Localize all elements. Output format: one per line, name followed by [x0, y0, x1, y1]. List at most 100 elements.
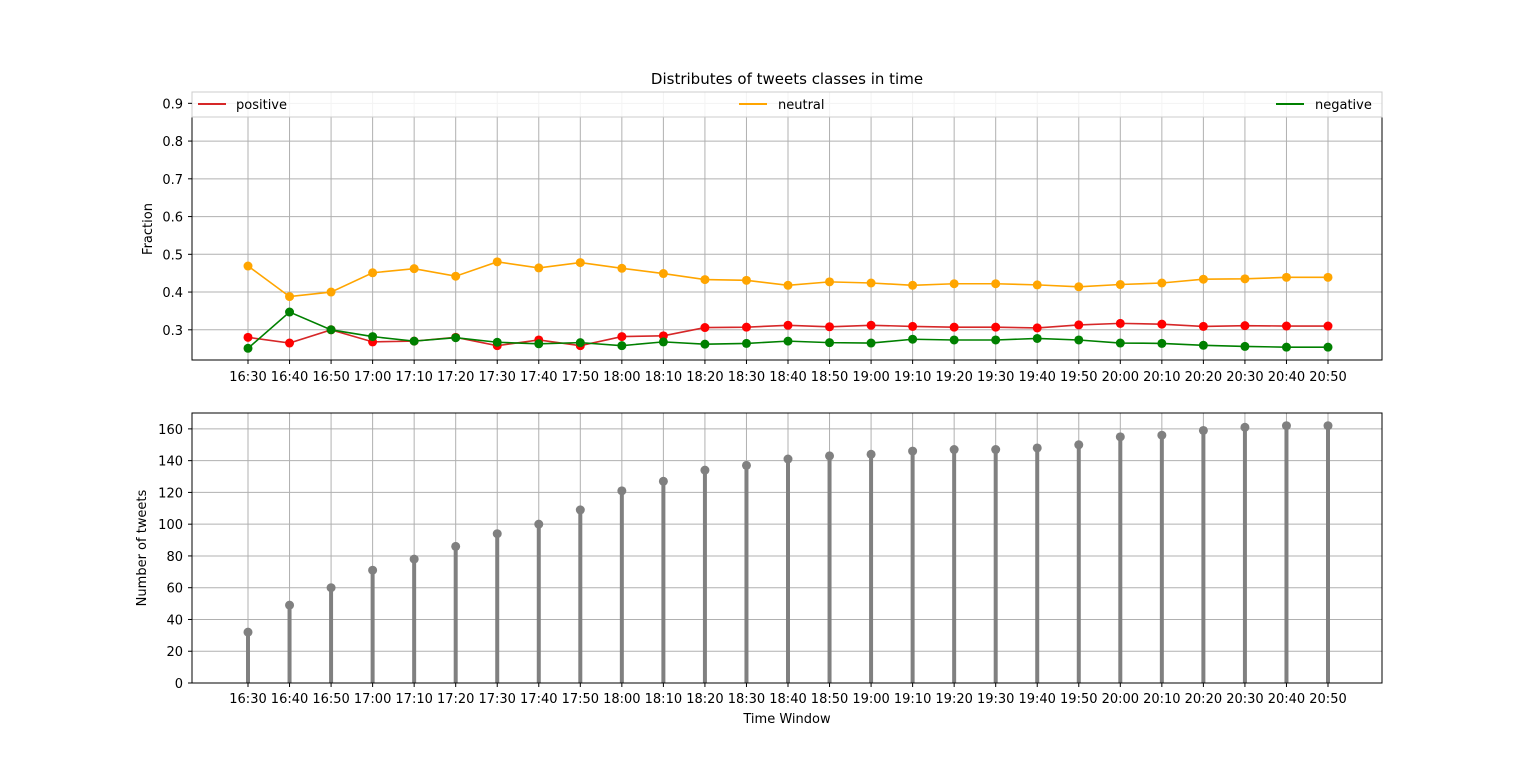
top-x-tick-label: 19:40: [1018, 370, 1055, 385]
legend-box: [191, 91, 1383, 118]
data-point-neutral: [949, 279, 959, 289]
top-y-ticks: 0.3 0.4 0.5 0.6 0.7 0.8 0.9: [162, 97, 192, 339]
top-x-tick-label: 17:50: [562, 370, 599, 385]
bottom-x-tick-label: 18:50: [811, 692, 848, 707]
data-point-negative: [783, 336, 793, 346]
data-point-negative: [451, 333, 461, 343]
count-bar: [536, 524, 541, 683]
data-point-positive: [1074, 320, 1084, 330]
data-point-neutral: [783, 280, 793, 290]
legend-label-neutral: neutral: [778, 98, 825, 113]
count-marker: [658, 476, 668, 486]
data-point-negative: [1032, 333, 1042, 343]
top-x-tick-label: 18:10: [645, 370, 682, 385]
data-point-positive: [1032, 323, 1042, 333]
top-x-tick-label: 17:00: [354, 370, 391, 385]
top-y-tick-label: 0.4: [162, 286, 183, 301]
top-y-axis-label: Fraction: [141, 203, 156, 255]
data-point-negative: [1198, 340, 1208, 350]
count-bar: [287, 605, 292, 683]
bottom-x-tick-label: 18:20: [686, 692, 723, 707]
count-marker: [1281, 421, 1291, 431]
data-point-positive: [949, 322, 959, 332]
data-point-negative: [368, 332, 378, 342]
count-bar: [869, 454, 874, 683]
data-point-positive: [1240, 321, 1250, 331]
bottom-series: [243, 421, 1333, 683]
count-bar: [1284, 425, 1289, 683]
data-point-negative: [534, 339, 544, 349]
count-bar: [786, 459, 790, 683]
count-bar: [910, 451, 915, 683]
count-marker: [866, 449, 876, 459]
count-marker: [326, 583, 336, 593]
count-marker: [1240, 422, 1250, 432]
data-point-negative: [700, 339, 710, 349]
data-point-neutral: [368, 268, 378, 278]
bottom-y-tick-label: 80: [166, 550, 183, 565]
bottom-x-tick-label: 20:20: [1185, 692, 1222, 707]
bottom-y-tick-label: 0: [175, 677, 183, 692]
top-x-tick-label: 16:40: [271, 370, 308, 385]
count-marker: [409, 554, 419, 564]
bottom-x-tick-label: 20:10: [1143, 692, 1180, 707]
bottom-x-tick-label: 20:40: [1268, 692, 1305, 707]
data-point-neutral: [866, 278, 876, 288]
data-point-negative: [1323, 342, 1333, 352]
data-point-positive: [1157, 319, 1167, 329]
bottom-x-tick-label: 16:50: [312, 692, 349, 707]
count-marker: [285, 600, 295, 610]
count-marker: [991, 445, 1001, 455]
count-bar: [578, 509, 583, 683]
data-point-neutral: [1240, 274, 1250, 284]
bottom-y-tick-label: 20: [166, 645, 183, 660]
count-marker: [949, 445, 959, 455]
count-marker: [492, 529, 502, 539]
data-point-positive: [741, 322, 751, 332]
top-x-tick-label: 20:30: [1226, 370, 1263, 385]
count-bar: [246, 632, 250, 683]
data-point-neutral: [908, 280, 918, 290]
data-point-neutral: [326, 287, 336, 297]
data-point-negative: [741, 338, 751, 348]
data-point-neutral: [575, 258, 585, 268]
count-marker: [534, 519, 544, 529]
top-x-tick-label: 19:30: [977, 370, 1014, 385]
top-x-tick-label: 17:40: [520, 370, 557, 385]
top-x-tick-label: 19:20: [935, 370, 972, 385]
bottom-y-axis-label: Number of tweets: [135, 489, 150, 606]
data-point-positive: [1281, 321, 1291, 331]
count-marker: [783, 454, 793, 464]
data-point-negative: [1074, 335, 1084, 345]
bottom-x-tick-label: 20:50: [1309, 692, 1346, 707]
count-marker: [368, 565, 378, 575]
top-x-tick-label: 16:50: [312, 370, 349, 385]
bottom-x-tick-label: 18:10: [645, 692, 682, 707]
top-y-tick-label: 0.3: [162, 324, 183, 339]
bottom-y-tick-label: 40: [166, 613, 183, 628]
top-x-tick-label: 20:40: [1268, 370, 1305, 385]
data-point-neutral: [658, 269, 668, 279]
data-point-neutral: [825, 277, 835, 287]
data-point-neutral: [285, 292, 295, 302]
data-point-neutral: [1074, 282, 1084, 292]
data-point-negative: [243, 343, 253, 353]
data-point-negative: [1240, 341, 1250, 351]
top-x-tick-label: 18:40: [769, 370, 806, 385]
data-point-neutral: [409, 264, 419, 274]
data-point-neutral: [741, 275, 751, 285]
count-bar: [1076, 444, 1081, 683]
bottom-x-tick-label: 17:00: [354, 692, 391, 707]
data-point-negative: [409, 336, 419, 346]
bottom-x-tick-label: 18:00: [603, 692, 640, 707]
bottom-y-tick-label: 160: [158, 423, 183, 438]
bottom-x-tick-label: 20:00: [1102, 692, 1139, 707]
top-x-tick-label: 18:20: [686, 370, 723, 385]
count-bar: [1159, 435, 1164, 683]
count-bar: [702, 470, 707, 683]
bottom-y-ticks: 0 20 40 60 80 100 120 140 160: [158, 423, 192, 692]
data-point-negative: [991, 335, 1001, 345]
bottom-x-tick-label: 17:50: [562, 692, 599, 707]
data-point-positive: [617, 332, 627, 342]
count-bar: [744, 465, 749, 683]
